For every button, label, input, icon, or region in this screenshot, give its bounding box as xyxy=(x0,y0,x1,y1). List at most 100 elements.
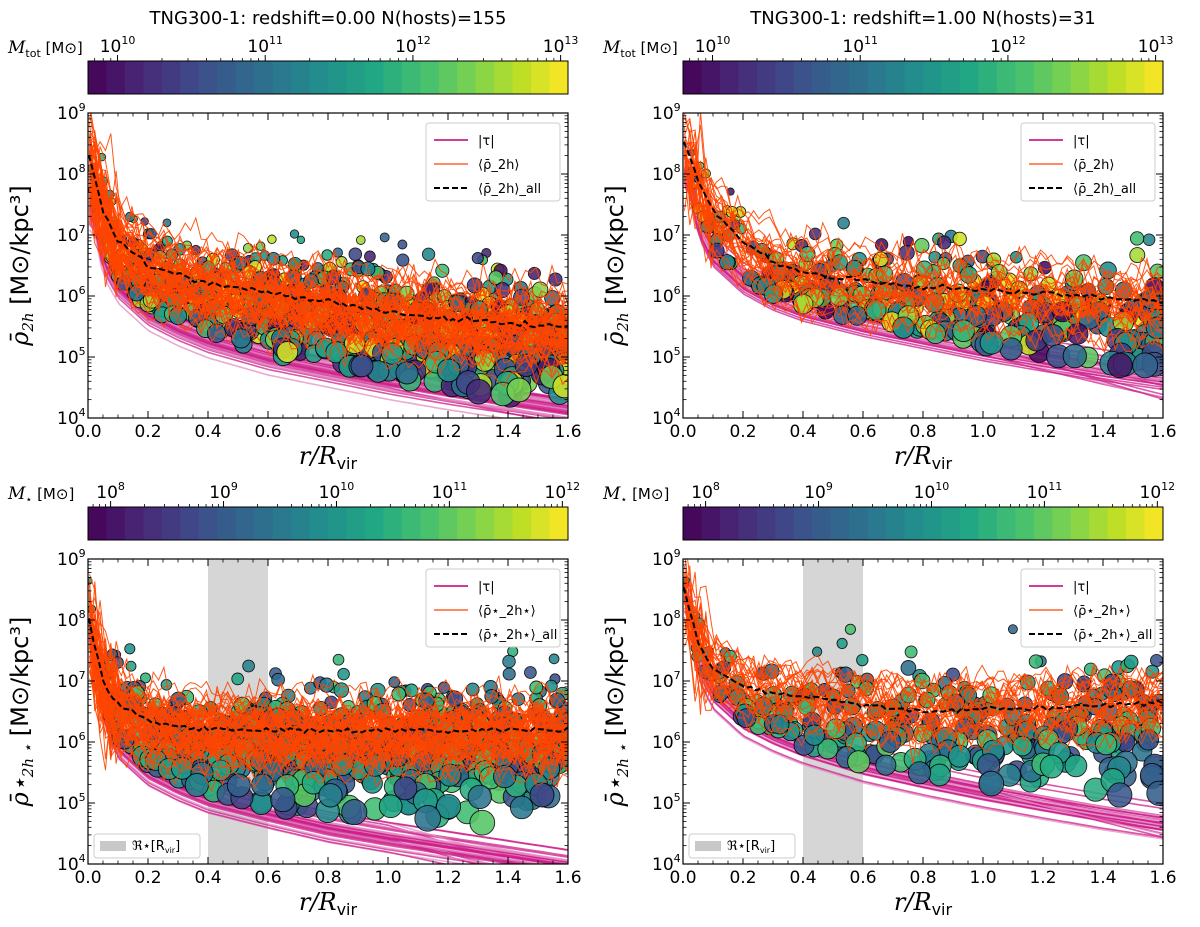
y-tick-label: 106 xyxy=(57,730,86,753)
legend-mean-all-label: ⟨ρ̄⋆_2h⋆⟩_all xyxy=(478,628,557,643)
y-tick-label: 109 xyxy=(57,547,86,570)
colorbar-segment xyxy=(756,61,776,94)
band-legend-box xyxy=(93,833,201,859)
scatter-point xyxy=(844,623,856,635)
colorbar-frame xyxy=(87,506,569,541)
scatter-point xyxy=(1107,782,1133,808)
band-legend-label: ℜ⋆[Rvir] xyxy=(727,839,775,855)
colorbar-segment xyxy=(1070,61,1090,94)
mean-profile-curve xyxy=(684,585,1163,708)
legend-box xyxy=(425,568,561,648)
scatter-point xyxy=(124,643,136,655)
colorbar-segment xyxy=(683,61,702,94)
colorbar-segment xyxy=(830,507,850,540)
colorbar-segment xyxy=(272,61,292,94)
plot-area xyxy=(88,113,568,418)
mean-profile-curve xyxy=(684,117,1163,283)
plot-area xyxy=(683,559,1163,864)
tau-curve xyxy=(88,639,524,864)
colorbar-segment xyxy=(549,507,569,540)
colorbar-segment xyxy=(923,507,942,540)
tau-curve xyxy=(88,218,568,418)
colorbar-segment xyxy=(531,61,551,94)
mean-profile-curve xyxy=(684,129,1163,309)
colorbar-segment xyxy=(457,61,477,94)
colorbar-segment xyxy=(1052,507,1072,540)
scatter-point xyxy=(900,660,917,676)
scatter-point xyxy=(289,229,300,239)
mean-profile-curve xyxy=(684,619,1163,753)
colorbar-segment xyxy=(775,61,795,94)
legend-tau-label: |τ| xyxy=(1073,134,1090,149)
x-tick-label: 1.2 xyxy=(1029,868,1056,888)
colorbar-segment xyxy=(198,61,218,94)
colorbar-label: M⋆ [M⊙] xyxy=(7,484,74,506)
colorbar-segment xyxy=(217,507,237,540)
scatter-point xyxy=(836,637,848,649)
legend-tau-label: |τ| xyxy=(1073,580,1090,595)
colorbar-segment xyxy=(867,507,887,540)
colorbar-segment xyxy=(738,507,758,540)
colorbar: Mtot [M⊙] 1010 1011 1012 1013 xyxy=(602,34,1173,95)
x-tick-label: 0.4 xyxy=(789,422,816,442)
tau-curve xyxy=(88,647,449,864)
y-tick-label: 107 xyxy=(57,669,86,692)
scatter-point xyxy=(276,341,299,363)
colorbar-segment xyxy=(235,61,255,94)
mean-profile-curve xyxy=(684,155,1163,335)
scatter-point xyxy=(1094,732,1118,756)
y-tick-label: 105 xyxy=(57,791,86,814)
mean-profile-curve xyxy=(684,559,1163,703)
colorbar-segment xyxy=(756,507,776,540)
scatter-point xyxy=(355,235,366,245)
colorbar-label: Mtot [M⊙] xyxy=(7,38,83,60)
colorbar-segment xyxy=(494,507,514,540)
x-tick-label: 1.0 xyxy=(374,868,401,888)
colorbar-segment xyxy=(701,61,721,94)
colorbar-segment xyxy=(420,61,440,94)
colorbar-segment xyxy=(793,61,813,94)
scatter-point xyxy=(811,646,823,657)
scatter-point xyxy=(1037,260,1052,275)
scatter-point xyxy=(856,653,869,667)
x-tick-label: 0.8 xyxy=(314,868,341,888)
scatter-point xyxy=(348,247,363,261)
legend-mean-all-label: ⟨ρ̄⋆_2h⋆⟩_all xyxy=(1073,628,1152,643)
colorbar-segment xyxy=(161,507,181,540)
scatter-point xyxy=(904,645,918,659)
y-tick-label: 107 xyxy=(652,669,681,692)
y-tick-label: 109 xyxy=(652,101,681,124)
scatter-point xyxy=(364,250,376,263)
colorbar-segment xyxy=(494,61,514,94)
plot-area xyxy=(683,113,1163,400)
panel-top-right: TNG300-1: redshift=1.00 N(hosts)=31 Mtot … xyxy=(601,8,1177,473)
scatter-point xyxy=(378,794,403,819)
colorbar-segment xyxy=(775,507,795,540)
colorbar-segment xyxy=(531,507,551,540)
x-tick-label: 1.0 xyxy=(969,422,996,442)
x-tick-label: 0.0 xyxy=(74,422,101,442)
band-legend: ℜ⋆[Rvir] xyxy=(93,833,201,859)
scatter-point xyxy=(341,799,368,826)
tau-curve xyxy=(88,214,568,414)
tau-curve xyxy=(88,640,516,864)
y-tick-label: 108 xyxy=(652,608,681,631)
x-tick-label: 0.6 xyxy=(849,422,876,442)
x-tick-label: 1.4 xyxy=(1089,868,1116,888)
mean-all-curve xyxy=(683,141,1163,304)
mean-profile-curve xyxy=(89,205,568,380)
x-axis-label: r/Rvir xyxy=(299,442,358,473)
scatter-point xyxy=(226,773,251,798)
legend: |τ| ⟨ρ̄⋆_2h⋆⟩ ⟨ρ̄⋆_2h⋆⟩_all xyxy=(425,568,561,648)
panel-title: TNG300-1: redshift=0.00 N(hosts)=155 xyxy=(149,8,507,29)
scatter-point xyxy=(548,653,560,665)
x-tick-label: 1.0 xyxy=(969,868,996,888)
x-axis-label: r/Rvir xyxy=(894,888,953,919)
colorbar-tick-label: 1010 xyxy=(695,34,731,57)
scatter-point xyxy=(1132,352,1159,379)
colorbar-segment xyxy=(738,61,758,94)
scatter-point xyxy=(471,252,484,265)
mean-profile-curve xyxy=(89,629,568,793)
colorbar-segment xyxy=(364,507,384,540)
